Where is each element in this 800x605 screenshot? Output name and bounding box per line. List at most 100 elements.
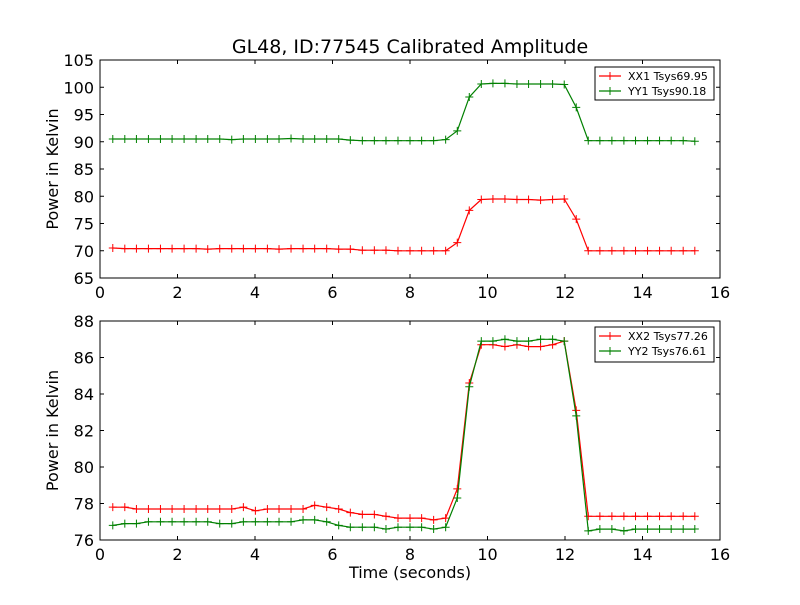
data-point bbox=[548, 335, 557, 344]
data-point bbox=[251, 506, 260, 515]
data-point bbox=[655, 246, 664, 255]
data-point bbox=[275, 135, 284, 144]
data-point bbox=[370, 246, 379, 255]
data-point bbox=[108, 135, 117, 144]
data-point bbox=[643, 512, 652, 521]
data-point bbox=[132, 519, 141, 528]
x-tick-label: 14 bbox=[632, 545, 652, 564]
data-point bbox=[346, 245, 355, 254]
data-point bbox=[631, 525, 640, 534]
y-tick-label: 105 bbox=[63, 51, 94, 70]
legend-box bbox=[594, 326, 715, 363]
data-point bbox=[370, 136, 379, 145]
data-point bbox=[429, 525, 438, 534]
data-point bbox=[560, 194, 569, 203]
data-point bbox=[215, 135, 224, 144]
data-point bbox=[607, 246, 616, 255]
data-point bbox=[560, 337, 569, 346]
data-point bbox=[132, 244, 141, 253]
data-point bbox=[346, 508, 355, 517]
x-tick-label: 10 bbox=[477, 283, 497, 302]
data-point bbox=[358, 246, 367, 255]
data-point bbox=[263, 517, 272, 526]
data-point bbox=[595, 136, 604, 145]
data-point bbox=[441, 523, 450, 532]
data-point bbox=[358, 523, 367, 532]
data-point bbox=[643, 246, 652, 255]
data-point bbox=[381, 525, 390, 534]
data-point bbox=[595, 246, 604, 255]
series-line-1 bbox=[112, 198, 695, 252]
data-point bbox=[488, 79, 497, 88]
data-point bbox=[120, 519, 129, 528]
y-tick-label: 86 bbox=[74, 349, 94, 368]
data-point bbox=[406, 514, 414, 523]
data-point bbox=[500, 342, 509, 351]
data-point bbox=[679, 246, 688, 255]
y-tick-label: 82 bbox=[74, 422, 94, 441]
data-point bbox=[679, 512, 688, 521]
data-point bbox=[263, 135, 272, 144]
data-point bbox=[227, 135, 236, 144]
data-point bbox=[631, 136, 640, 145]
x-tick-label: 10 bbox=[477, 545, 497, 564]
data-point bbox=[429, 136, 438, 145]
data-point bbox=[334, 504, 343, 513]
data-point bbox=[595, 525, 604, 534]
data-point bbox=[358, 510, 367, 519]
x-tick-label: 4 bbox=[250, 545, 260, 564]
data-point bbox=[607, 136, 616, 145]
data-point bbox=[690, 525, 699, 534]
x-tick-label: 2 bbox=[172, 283, 182, 302]
data-point bbox=[144, 504, 153, 513]
y-axis-label: Power in Kelvin bbox=[43, 108, 62, 229]
data-point bbox=[215, 519, 224, 528]
legend-label: XX2 Tsys77.26 bbox=[628, 330, 708, 343]
y-tick-label: 80 bbox=[74, 458, 94, 477]
data-point bbox=[144, 517, 153, 526]
data-point bbox=[584, 526, 593, 535]
data-point bbox=[381, 512, 390, 521]
data-point bbox=[180, 135, 189, 144]
data-point bbox=[322, 517, 331, 526]
data-point bbox=[370, 523, 379, 532]
data-point bbox=[500, 335, 509, 344]
x-tick-label: 8 bbox=[405, 545, 415, 564]
data-point bbox=[417, 514, 426, 523]
x-tick-label: 0 bbox=[95, 283, 105, 302]
data-point bbox=[156, 517, 165, 526]
data-point bbox=[584, 246, 593, 255]
data-point bbox=[453, 238, 462, 247]
data-point bbox=[322, 503, 331, 512]
data-point bbox=[168, 244, 177, 253]
chart-panel-1: 0 2 4 6 8 10 12 14 16 65 70 75 80 85 90 95 100 105 Power i… bbox=[43, 51, 730, 302]
data-point bbox=[346, 523, 355, 532]
data-point bbox=[393, 136, 402, 145]
data-point bbox=[239, 517, 248, 526]
legend-label: XX1 Tsys69.95 bbox=[628, 70, 708, 83]
data-point bbox=[512, 79, 521, 88]
data-point bbox=[310, 244, 319, 253]
data-point bbox=[381, 246, 390, 255]
data-point bbox=[465, 93, 474, 102]
data-point bbox=[607, 525, 616, 534]
y-tick-label: 95 bbox=[74, 106, 94, 125]
data-point bbox=[299, 515, 308, 524]
data-point bbox=[215, 244, 224, 253]
data-point bbox=[655, 512, 664, 521]
data-point bbox=[595, 512, 604, 521]
data-point bbox=[488, 194, 497, 203]
y-tick-label: 65 bbox=[74, 269, 94, 288]
data-point bbox=[619, 526, 628, 535]
data-point bbox=[393, 246, 402, 255]
data-point bbox=[192, 517, 201, 526]
data-point bbox=[536, 196, 545, 205]
data-point bbox=[263, 244, 272, 253]
data-point bbox=[524, 195, 533, 204]
y-tick-label: 85 bbox=[74, 160, 94, 179]
y-tick-label: 90 bbox=[74, 133, 94, 152]
data-point bbox=[607, 512, 616, 521]
data-point bbox=[441, 514, 450, 523]
data-point bbox=[144, 244, 153, 253]
data-point bbox=[227, 519, 236, 528]
